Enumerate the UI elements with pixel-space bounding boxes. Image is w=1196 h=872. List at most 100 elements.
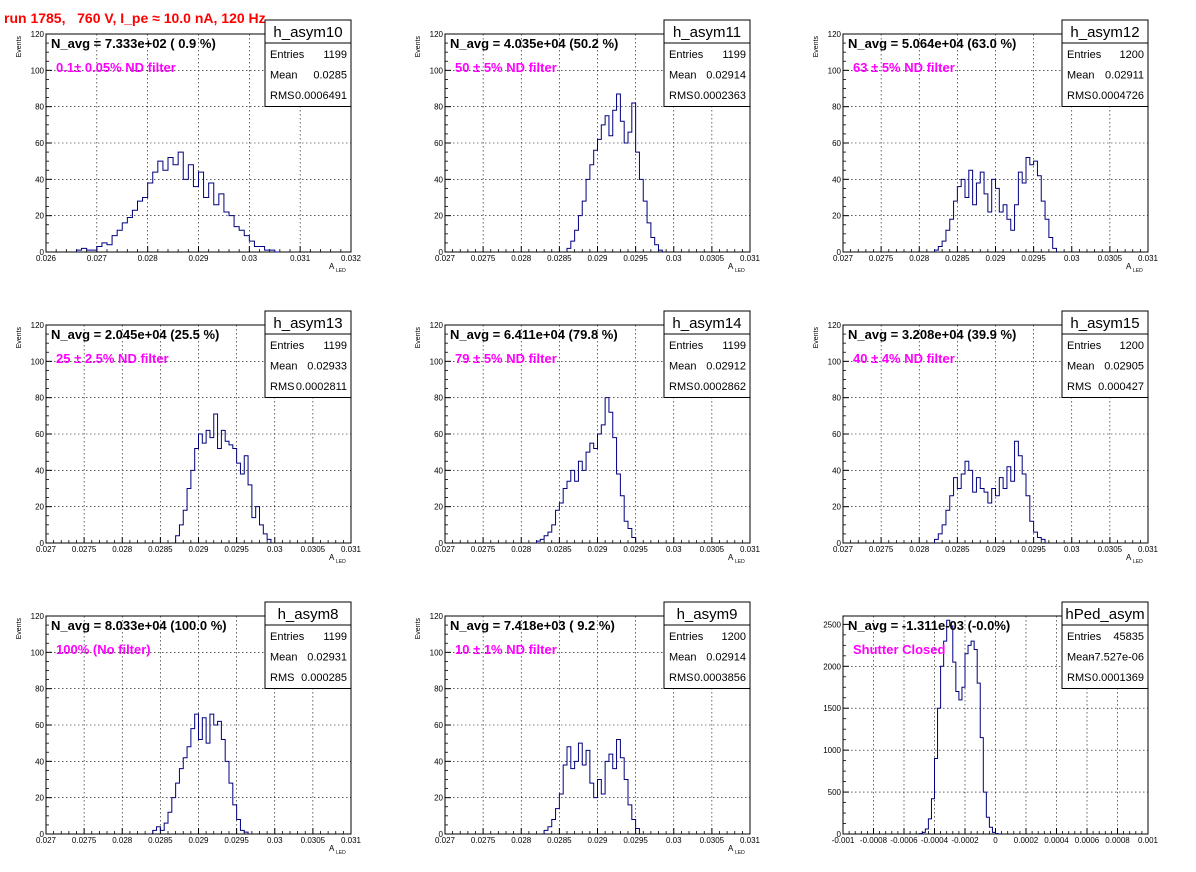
x-tick-label: 0.028 [909, 545, 930, 554]
y-tick-label: 120 [430, 30, 444, 39]
x-tick-label: 0.028 [112, 545, 133, 554]
x-tick-label: 0.029 [985, 545, 1006, 554]
stats-title: h_asym15 [1070, 315, 1139, 332]
x-axis-title: A [329, 262, 335, 271]
x-tick-label: 0.029 [188, 836, 209, 845]
y-tick-label: 100 [828, 66, 842, 75]
y-tick-label: 60 [832, 139, 841, 148]
x-tick-label: 0.0004 [1044, 836, 1069, 845]
x-axis-title-subscript: LED [1133, 559, 1143, 565]
y-tick-label: 120 [31, 321, 45, 330]
stats-value: 0.0002862 [694, 381, 746, 393]
x-tick-label: 0.0305 [301, 545, 326, 554]
navg-label: N_avg = 7.418e+03 ( 9.2 %) [450, 618, 615, 633]
y-tick-label: 40 [35, 757, 44, 766]
x-tick-label: 0.0275 [471, 545, 496, 554]
x-tick-label: 0.0285 [547, 545, 572, 554]
x-tick-label: 0.0295 [224, 836, 249, 845]
histogram-panel-h_asym12: 0.027 0.0275 0.028 0.0285 0.029 0.0295 0.03 0.0… [813, 19, 1159, 274]
y-tick-label: 60 [434, 721, 443, 730]
y-tick-label: 60 [434, 430, 443, 439]
y-tick-label: 40 [434, 757, 443, 766]
y-tick-label: 2500 [823, 620, 841, 629]
y-tick-label: 60 [434, 139, 443, 148]
y-tick-label: 100 [430, 648, 444, 657]
y-tick-label: 120 [430, 321, 444, 330]
y-tick-label: 80 [434, 103, 443, 112]
x-tick-label: 0.029 [188, 254, 209, 263]
stats-box [663, 42, 751, 107]
x-tick-label: 0.026 [36, 254, 57, 263]
navg-label: N_avg = 5.064e+04 (63.0 %) [848, 36, 1016, 51]
y-axis-title: Events [415, 327, 422, 349]
histogram-panel-h_asym10: 0.026 0.027 0.028 0.029 0.03 0.031 0.032 0 20 40 6… [16, 19, 362, 274]
x-tick-label: 0.029 [985, 254, 1006, 263]
x-tick-label: 0.03 [1064, 254, 1080, 263]
x-tick-label: 0.028 [511, 254, 532, 263]
stats-title: h_asym12 [1070, 24, 1139, 41]
x-tick-label: 0.0295 [623, 836, 648, 845]
x-axis-title: A [728, 844, 734, 853]
navg-label: N_avg = 4.035e+04 (50.2 %) [450, 36, 618, 51]
stats-value: 0.02905 [1104, 361, 1144, 373]
filter-label: 10 ± 1% ND filter [455, 642, 557, 657]
x-tick-label: 0.03 [267, 836, 283, 845]
y-tick-label: 100 [430, 66, 444, 75]
x-tick-label: 0.0285 [148, 836, 173, 845]
x-axis-title: A [728, 553, 734, 562]
y-tick-label: 2000 [823, 662, 841, 671]
y-tick-label: 60 [832, 430, 841, 439]
y-tick-label: 0 [439, 539, 444, 548]
x-tick-label: 0 [993, 836, 998, 845]
y-tick-label: 20 [434, 794, 443, 803]
stats-title: h_asym14 [672, 315, 741, 332]
stats-box [264, 42, 352, 107]
stats-key: RMS [1067, 672, 1091, 684]
x-axis-title: A [329, 553, 335, 562]
y-tick-label: 80 [35, 685, 44, 694]
y-tick-label: 20 [434, 212, 443, 221]
y-tick-label: 100 [31, 648, 45, 657]
x-axis-title-subscript: LED [735, 850, 745, 856]
y-tick-label: 20 [35, 503, 44, 512]
histogram-series-h_asym12 [934, 157, 1057, 252]
filter-label: 79 ± 5% ND filter [455, 351, 557, 366]
x-tick-label: 0.0305 [700, 545, 725, 554]
y-axis-title: Events [813, 327, 820, 349]
x-tick-label: 0.0295 [623, 545, 648, 554]
x-tick-label: 0.028 [112, 836, 133, 845]
x-axis-title: A [1126, 262, 1132, 271]
y-tick-label: 120 [430, 612, 444, 621]
x-tick-label: 0.0285 [547, 836, 572, 845]
y-tick-label: 40 [832, 466, 841, 475]
y-tick-label: 120 [31, 612, 45, 621]
y-tick-label: 100 [828, 357, 842, 366]
stats-key: Mean [270, 361, 298, 373]
y-tick-label: 0 [837, 539, 842, 548]
y-tick-label: 120 [31, 30, 45, 39]
y-tick-label: 60 [35, 430, 44, 439]
y-axis-title: Events [16, 618, 23, 640]
stats-key: RMS [1067, 381, 1091, 393]
stats-key: Entries [1067, 340, 1102, 352]
stats-value: 0.0001369 [1092, 672, 1144, 684]
stats-value: 0.02933 [307, 361, 347, 373]
x-tick-label: 0.027 [36, 836, 57, 845]
y-axis-title: Events [415, 618, 422, 640]
x-tick-label: 0.0006 [1075, 836, 1100, 845]
stats-key: Mean [270, 70, 298, 82]
stats-key: Mean [270, 652, 298, 664]
x-axis-title-subscript: LED [336, 268, 346, 274]
y-tick-label: 60 [35, 721, 44, 730]
x-tick-label: 0.031 [1138, 254, 1159, 263]
stats-key: Mean [1067, 70, 1095, 82]
x-tick-label: 0.0305 [1098, 254, 1123, 263]
y-tick-label: 40 [434, 466, 443, 475]
filter-label: 63 ± 5% ND filter [853, 60, 955, 75]
x-tick-label: 0.03 [1064, 545, 1080, 554]
x-tick-label: 0.0275 [471, 836, 496, 845]
x-tick-label: 0.031 [290, 254, 311, 263]
stats-value: 1199 [323, 631, 347, 643]
stats-value: -7.527e-06 [1091, 652, 1144, 664]
stats-title: h_asym11 [673, 24, 741, 41]
